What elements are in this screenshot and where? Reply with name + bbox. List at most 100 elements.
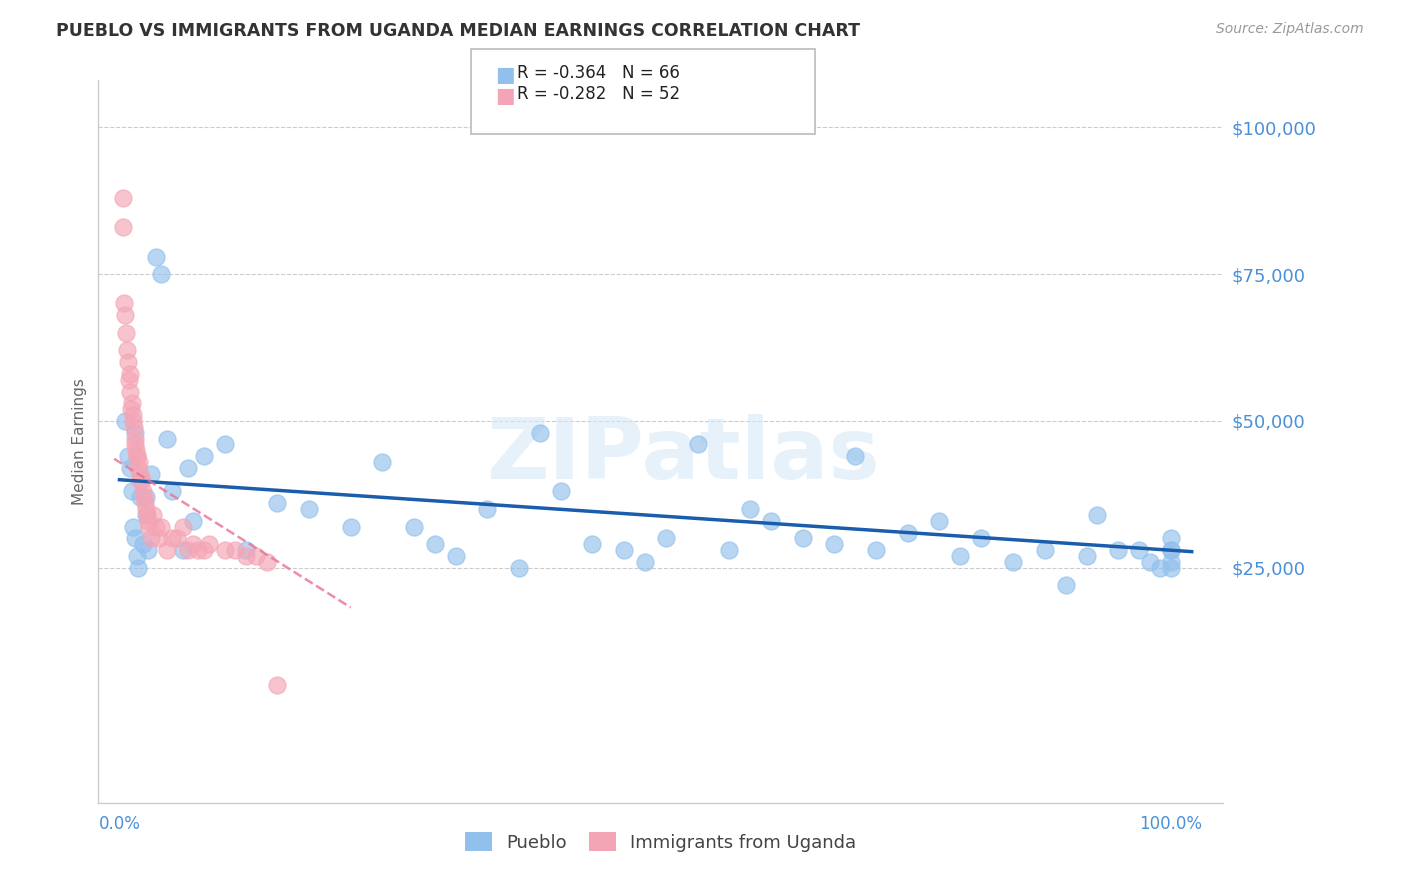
Point: [1160, 561, 1182, 575]
Point: [581, 537, 603, 551]
Point: [160, 484, 183, 499]
Point: [172, 543, 194, 558]
Point: [298, 502, 321, 516]
Point: [122, 408, 145, 422]
Point: [949, 549, 972, 563]
Point: [792, 532, 814, 546]
Point: [970, 532, 993, 546]
Point: [198, 537, 221, 551]
Point: [1160, 532, 1182, 546]
Text: ■: ■: [495, 65, 515, 85]
Point: [172, 519, 194, 533]
Point: [121, 484, 143, 499]
Point: [266, 496, 288, 510]
Point: [193, 449, 215, 463]
Point: [613, 543, 636, 558]
Point: [245, 549, 267, 563]
Point: [135, 502, 157, 516]
Point: [634, 555, 657, 569]
Text: R = -0.282   N = 52: R = -0.282 N = 52: [517, 85, 681, 103]
Point: [118, 384, 141, 399]
Point: [135, 508, 157, 522]
Point: [508, 561, 530, 575]
Point: [114, 308, 136, 322]
Point: [135, 508, 157, 522]
Point: [235, 549, 257, 563]
Point: [181, 514, 204, 528]
Point: [1001, 555, 1024, 569]
Point: [550, 484, 572, 499]
Point: [111, 220, 134, 235]
Text: ZIPatlas: ZIPatlas: [486, 415, 880, 498]
Text: ■: ■: [495, 86, 515, 105]
Point: [214, 543, 236, 558]
Point: [928, 514, 950, 528]
Point: [115, 343, 138, 358]
Point: [187, 543, 209, 558]
Point: [117, 449, 139, 463]
Point: [686, 437, 709, 451]
Point: [139, 532, 162, 546]
Point: [529, 425, 551, 440]
Point: [122, 420, 145, 434]
Point: [112, 296, 135, 310]
Point: [124, 532, 146, 546]
Point: [718, 543, 741, 558]
Point: [122, 519, 145, 533]
Point: [423, 537, 446, 551]
Point: [823, 537, 845, 551]
Y-axis label: Median Earnings: Median Earnings: [72, 378, 87, 505]
Point: [129, 467, 152, 481]
Legend: Pueblo, Immigrants from Uganda: Pueblo, Immigrants from Uganda: [458, 825, 863, 859]
Point: [150, 519, 173, 533]
Point: [114, 326, 136, 340]
Point: [142, 508, 165, 522]
Point: [1149, 561, 1171, 575]
Point: [1139, 555, 1161, 569]
Point: [117, 355, 139, 369]
Point: [134, 496, 156, 510]
Point: [1128, 543, 1150, 558]
Point: [127, 561, 149, 575]
Text: 0.0%: 0.0%: [98, 814, 141, 832]
Point: [266, 678, 288, 692]
Point: [127, 449, 149, 463]
Point: [235, 543, 257, 558]
Point: [160, 532, 183, 546]
Point: [124, 432, 146, 446]
Point: [181, 537, 204, 551]
Point: [121, 396, 143, 410]
Point: [256, 555, 278, 569]
Point: [402, 519, 425, 533]
Point: [156, 543, 179, 558]
Point: [1107, 543, 1129, 558]
Point: [129, 473, 152, 487]
Point: [127, 461, 149, 475]
Point: [132, 491, 155, 505]
Point: [177, 543, 200, 558]
Point: [131, 484, 153, 499]
Point: [224, 543, 246, 558]
Point: [177, 461, 200, 475]
Point: [111, 191, 134, 205]
Point: [655, 532, 678, 546]
Point: [897, 525, 920, 540]
Point: [145, 519, 167, 533]
Point: [1160, 555, 1182, 569]
Text: R = -0.364   N = 66: R = -0.364 N = 66: [517, 64, 681, 82]
Point: [114, 414, 136, 428]
Point: [150, 267, 173, 281]
Point: [148, 532, 170, 546]
Point: [136, 543, 159, 558]
Point: [124, 437, 146, 451]
Point: [477, 502, 499, 516]
Point: [740, 502, 762, 516]
Point: [339, 519, 361, 533]
Point: [136, 514, 159, 528]
Point: [761, 514, 783, 528]
Point: [139, 467, 162, 481]
Point: [118, 367, 141, 381]
Point: [844, 449, 866, 463]
Point: [127, 549, 149, 563]
Point: [156, 432, 179, 446]
